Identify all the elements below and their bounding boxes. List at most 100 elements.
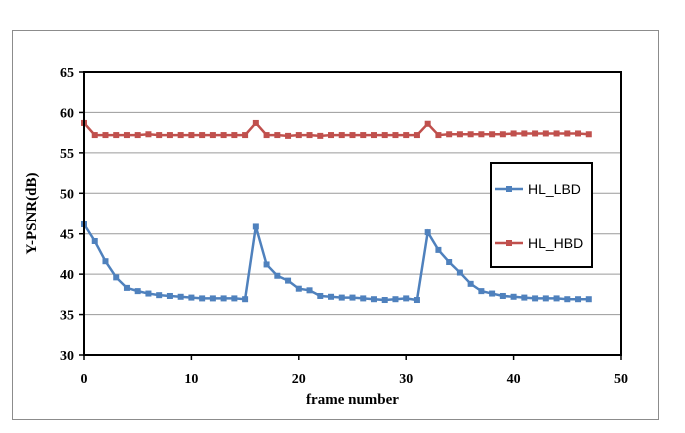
data-point bbox=[295, 132, 302, 139]
y-tick-label: 30 bbox=[60, 349, 74, 364]
data-point bbox=[263, 132, 270, 139]
data-point bbox=[252, 119, 259, 126]
y-tick-label: 35 bbox=[60, 309, 74, 324]
y-tick-label: 65 bbox=[60, 66, 74, 81]
y-tick-label: 60 bbox=[60, 106, 74, 121]
y-tick-label: 45 bbox=[60, 228, 74, 243]
data-point bbox=[252, 223, 259, 230]
x-tick-label: 40 bbox=[507, 372, 521, 387]
data-point bbox=[553, 295, 560, 302]
legend-label: HL_LBD bbox=[528, 181, 581, 197]
data-point bbox=[435, 132, 442, 139]
data-point bbox=[199, 295, 206, 302]
data-point bbox=[231, 132, 238, 139]
data-point bbox=[424, 229, 431, 236]
data-point bbox=[328, 293, 335, 300]
data-point bbox=[585, 296, 592, 303]
data-point bbox=[156, 132, 163, 139]
data-point bbox=[145, 290, 152, 297]
data-point bbox=[370, 296, 377, 303]
data-point bbox=[392, 132, 399, 139]
legend-swatch-marker bbox=[506, 186, 512, 192]
data-point bbox=[220, 132, 227, 139]
data-point bbox=[295, 285, 302, 292]
data-point bbox=[274, 132, 281, 139]
plot-area-border bbox=[83, 71, 622, 356]
data-point bbox=[499, 292, 506, 299]
data-point bbox=[446, 259, 453, 266]
legend-box bbox=[490, 162, 593, 268]
data-point bbox=[585, 131, 592, 138]
data-point bbox=[456, 269, 463, 276]
data-point bbox=[564, 130, 571, 137]
data-point bbox=[177, 293, 184, 300]
data-point bbox=[102, 132, 109, 139]
data-point bbox=[145, 131, 152, 138]
data-point bbox=[542, 295, 549, 302]
data-point bbox=[403, 295, 410, 302]
data-point bbox=[306, 132, 313, 139]
data-point bbox=[123, 132, 130, 139]
data-point bbox=[209, 132, 216, 139]
data-point bbox=[166, 132, 173, 139]
data-point bbox=[467, 131, 474, 138]
x-tick-label: 20 bbox=[292, 372, 306, 387]
y-tick-label: 50 bbox=[60, 187, 74, 202]
data-point bbox=[456, 131, 463, 138]
data-point bbox=[156, 292, 163, 299]
data-point bbox=[102, 258, 109, 265]
data-point bbox=[553, 130, 560, 137]
data-point bbox=[392, 296, 399, 303]
data-point bbox=[91, 132, 98, 139]
data-point bbox=[510, 130, 517, 137]
data-point bbox=[123, 284, 130, 291]
x-tick-label: 10 bbox=[184, 372, 198, 387]
data-point bbox=[564, 296, 571, 303]
data-point bbox=[532, 130, 539, 137]
x-tick-label: 0 bbox=[81, 372, 88, 387]
y-tick-label: 55 bbox=[60, 147, 74, 162]
data-point bbox=[317, 132, 324, 139]
x-axis-title: frame number bbox=[306, 392, 399, 408]
legend: HL_LBD HL_HBD bbox=[490, 162, 593, 268]
data-point bbox=[413, 297, 420, 304]
legend-swatch-marker bbox=[506, 240, 512, 246]
data-point bbox=[413, 132, 420, 139]
data-point bbox=[435, 246, 442, 253]
data-point bbox=[349, 294, 356, 301]
data-point bbox=[489, 290, 496, 297]
y-axis-title: Y-PSNR(dB) bbox=[24, 173, 40, 255]
data-point bbox=[360, 132, 367, 139]
data-point bbox=[231, 295, 238, 302]
data-point bbox=[521, 294, 528, 301]
data-point bbox=[317, 292, 324, 299]
data-point bbox=[510, 293, 517, 300]
data-point bbox=[575, 296, 582, 303]
data-point bbox=[424, 120, 431, 127]
data-point bbox=[328, 132, 335, 139]
data-point bbox=[478, 131, 485, 138]
y-tick-label: 40 bbox=[60, 268, 74, 283]
axis-ticks: 30 35 40 45 50 55 60 65 0 10 20 30 40 50 bbox=[60, 66, 628, 387]
x-tick-label: 30 bbox=[399, 372, 413, 387]
data-point bbox=[134, 288, 141, 295]
data-point bbox=[274, 272, 281, 279]
data-point bbox=[467, 280, 474, 287]
data-point bbox=[542, 130, 549, 137]
data-point bbox=[285, 277, 292, 284]
data-point bbox=[113, 132, 120, 139]
data-point bbox=[489, 131, 496, 138]
data-point bbox=[381, 297, 388, 304]
data-point bbox=[113, 274, 120, 281]
data-point bbox=[446, 131, 453, 138]
data-point bbox=[306, 287, 313, 294]
data-point bbox=[188, 132, 195, 139]
data-point bbox=[370, 132, 377, 139]
data-point bbox=[532, 295, 539, 302]
data-point bbox=[188, 294, 195, 301]
data-point bbox=[575, 130, 582, 137]
data-point bbox=[349, 132, 356, 139]
data-point bbox=[403, 132, 410, 139]
data-point bbox=[177, 132, 184, 139]
